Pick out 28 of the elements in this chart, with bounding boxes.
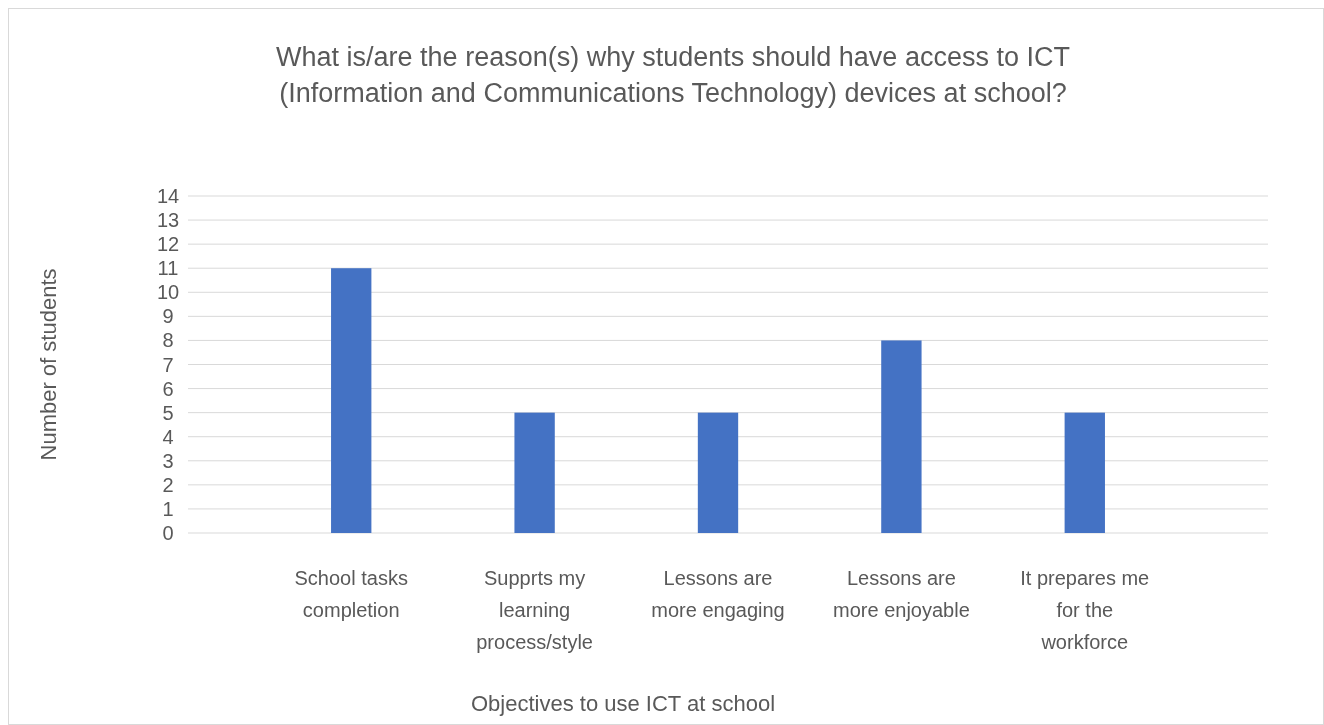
x-tick-label: Supprts my learning process/style (476, 567, 593, 653)
y-axis-title: Number of students (36, 268, 61, 461)
x-tick-label: School tasks completion (294, 567, 408, 621)
x-tick-label: It prepares me for the workforce (1020, 567, 1150, 653)
y-tick-label: 7 (162, 353, 174, 376)
bar (881, 340, 922, 533)
bar (1064, 412, 1105, 533)
y-tick-label: 13 (156, 209, 180, 232)
y-tick-label: 9 (162, 305, 174, 328)
x-tick-label: Lessons are more enjoyable (833, 567, 970, 621)
bar (697, 412, 739, 533)
x-tick-label: Lessons are more engaging (651, 567, 785, 621)
bar (514, 412, 555, 533)
y-tick-label: 0 (162, 522, 174, 544)
y-tick-label: 2 (162, 473, 174, 496)
y-tick-label: 3 (162, 449, 174, 472)
x-axis-title: Objectives to use ICT at school (470, 691, 776, 716)
y-tick-label: 4 (162, 425, 174, 448)
y-tick-label: 8 (162, 329, 174, 352)
y-tick-label: 11 (157, 257, 179, 280)
bar (331, 268, 372, 533)
chart-title: What is/are the reason(s) why students should have access to ICT (Information and Communications Technology) devices at school? (276, 42, 1070, 108)
y-tick-label: 10 (156, 281, 180, 304)
y-tick-label: 12 (156, 233, 180, 256)
y-tick-label: 6 (162, 377, 174, 400)
y-tick-label: 5 (162, 401, 174, 424)
y-tick-label: 1 (162, 497, 174, 520)
y-tick-label: 14 (156, 185, 180, 207)
